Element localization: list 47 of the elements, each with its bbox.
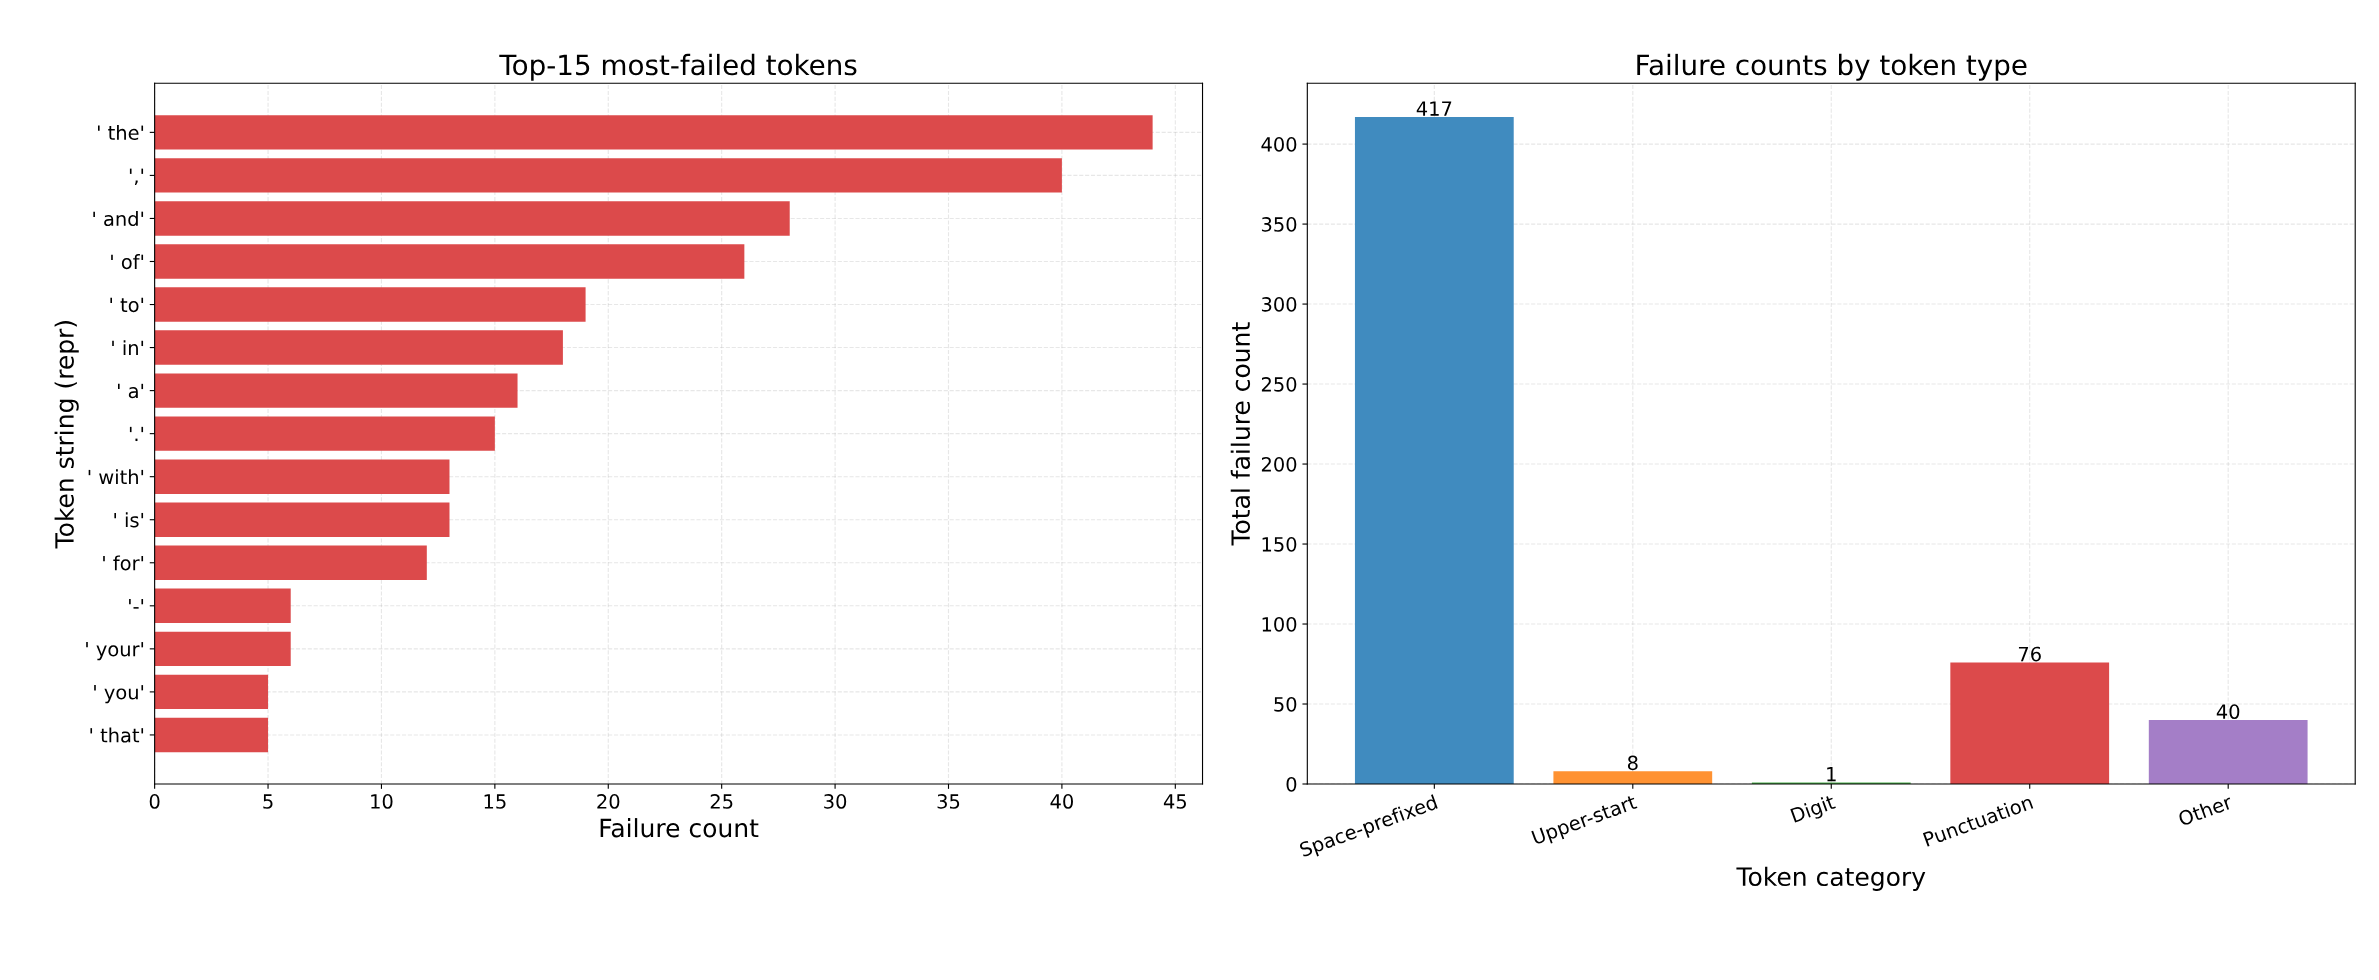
y-tick-label: 0 [1286, 776, 1297, 792]
y-tick-label: ' and' [93, 211, 144, 227]
y-tick-label: ' is' [114, 512, 144, 528]
x-tick-label: 15 [484, 794, 506, 809]
y-tick-label: ' you' [94, 685, 144, 704]
x-tick-label: 40 [1050, 794, 1073, 809]
chart-title: Failure counts by token type [1637, 53, 2027, 81]
x-tick-label: 0 [149, 794, 160, 809]
x-tick-label: 30 [824, 794, 847, 809]
y-tick-label: 150 [1262, 536, 1297, 552]
y-tick-label: ' with' [88, 469, 144, 485]
y-tick-label: ' your' [86, 642, 144, 661]
y-tick-label: 350 [1261, 217, 1297, 232]
x-axis-title: Token category [1736, 866, 1926, 891]
x-tick-label: 20 [597, 794, 620, 809]
y-tick-label: ' of' [111, 254, 144, 270]
x-tick-label: 45 [1163, 794, 1186, 809]
y-axis-title: Token string (repr) [54, 321, 79, 549]
y-tick-label: ' for' [103, 555, 144, 571]
data-label: 417 [1416, 101, 1452, 116]
y-tick-label: 400 [1261, 137, 1297, 152]
x-tick-label: 35 [937, 794, 960, 809]
y-tick-label: ' a' [118, 383, 144, 399]
y-tick-label: '.' [129, 426, 144, 442]
y-tick-label: ' in' [112, 340, 144, 355]
y-tick-label: ' that' [90, 727, 144, 743]
x-axis-title: Failure count [600, 818, 759, 838]
chart-title: Top-15 most-failed tokens [499, 53, 857, 81]
y-tick-label: 200 [1261, 457, 1297, 472]
data-label: 8 [1627, 755, 1638, 771]
y-tick-label: 250 [1261, 377, 1297, 392]
x-tick-label: 10 [371, 794, 393, 809]
y-tick-label: '-' [129, 599, 144, 609]
y-tick-label: 50 [1274, 696, 1297, 712]
data-label: 40 [2216, 704, 2240, 720]
x-tick-label: 5 [263, 794, 273, 809]
y-tick-label: 100 [1262, 616, 1297, 632]
y-tick-label: ' to' [110, 297, 144, 313]
y-tick-label: ' the' [98, 124, 144, 141]
x-tick-label: 25 [710, 794, 733, 809]
data-label: 76 [2018, 646, 2041, 662]
x-tick-label: Other [2177, 793, 2234, 827]
y-tick-label: 300 [1261, 297, 1297, 312]
y-axis-title: Total failure count [1230, 322, 1251, 546]
y-tick-label: ',' [129, 168, 144, 186]
data-label: 1 [1827, 766, 1836, 782]
x-tick-label: Digit [1790, 793, 1838, 827]
